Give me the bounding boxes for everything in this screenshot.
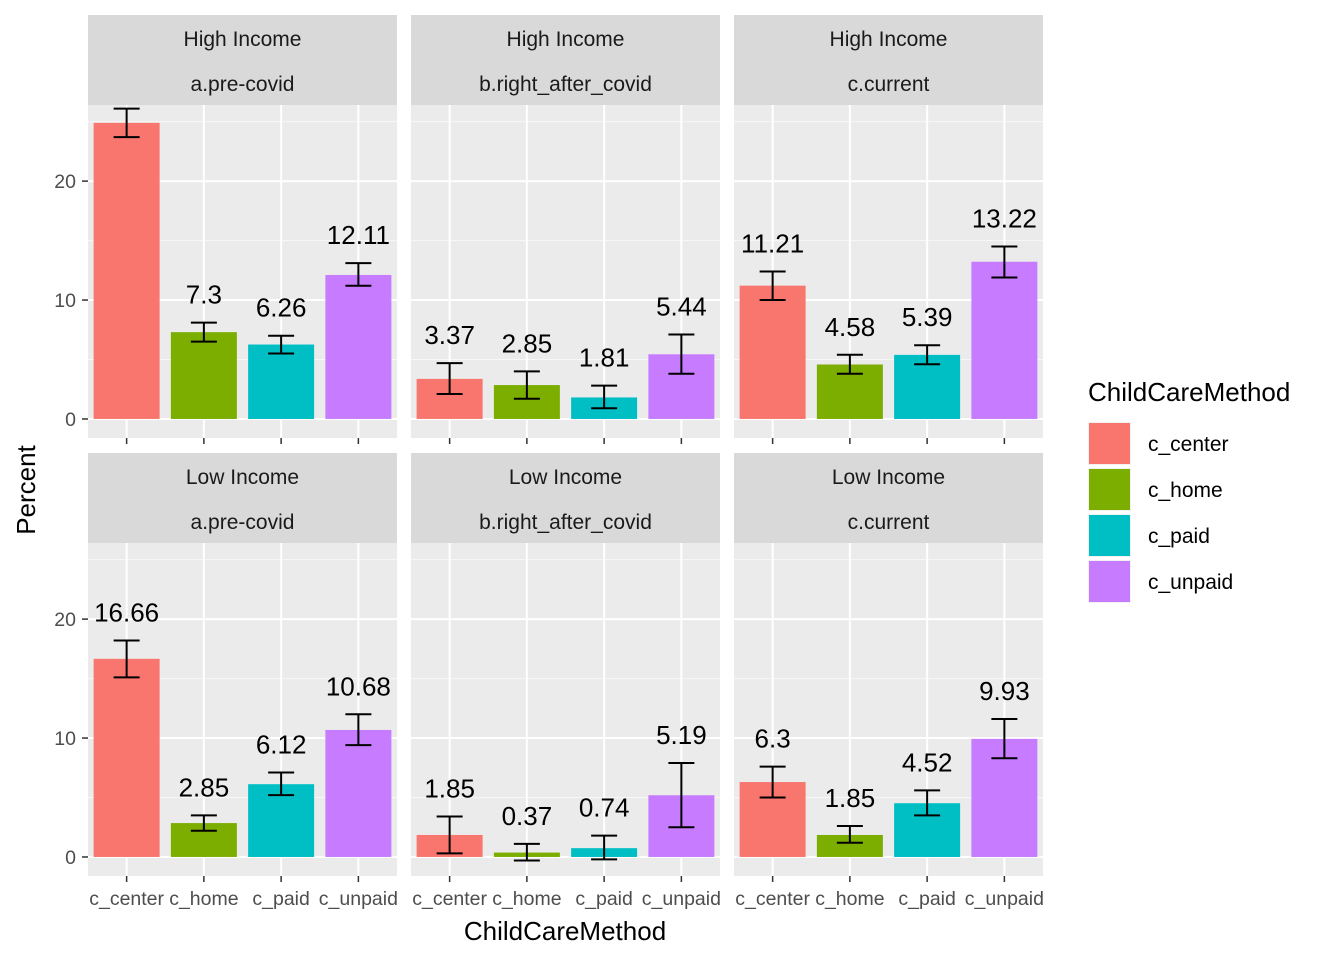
- data-label: 2.85: [179, 772, 230, 802]
- bar-c_center: [739, 285, 806, 419]
- bar-c_paid: [894, 354, 961, 419]
- strip-period: [411, 60, 720, 105]
- legend-key-c_home: [1089, 469, 1130, 510]
- y-tick-label: 0: [65, 847, 76, 869]
- facet-panel: Low Income b.right_after_covid 1.85 0.37 0.7…: [411, 453, 721, 910]
- strip-period: [734, 60, 1043, 105]
- x-tick-label: c_paid: [898, 888, 955, 910]
- bar-c_paid: [248, 784, 315, 857]
- y-tick-label: 20: [54, 171, 76, 193]
- legend: ChildCareMethod c_center c_home c_paid c_un…: [1088, 377, 1290, 603]
- data-label: 5.39: [902, 302, 953, 332]
- strip-period: [88, 60, 397, 105]
- strip-income-label: High Income: [184, 28, 302, 51]
- data-label: 4.58: [825, 312, 876, 342]
- x-tick-label: c_unpaid: [965, 888, 1044, 910]
- facet-panel: High Income c.current 11.21 4.58 5.39 13.22: [734, 15, 1043, 444]
- x-tick-label: c_center: [412, 888, 487, 910]
- y-tick-label: 10: [54, 290, 76, 312]
- strip-income: [734, 453, 1043, 498]
- strip-period: [411, 498, 720, 543]
- strip-period-label: b.right_after_covid: [479, 511, 652, 534]
- data-label: 1.85: [424, 774, 475, 804]
- data-label: 1.85: [825, 783, 876, 813]
- strip-period-label: c.current: [848, 511, 930, 534]
- data-label: 0.37: [502, 801, 553, 831]
- strip-income-label: Low Income: [832, 466, 945, 489]
- strip-income-label: High Income: [830, 28, 948, 51]
- data-label: 1.81: [579, 343, 630, 373]
- bar-c_unpaid: [325, 729, 392, 857]
- data-label: 16.66: [94, 598, 159, 628]
- bar-c_unpaid: [325, 274, 392, 419]
- y-tick-label: 0: [65, 409, 76, 431]
- bar-c_home: [816, 834, 883, 857]
- x-tick-label: c_center: [89, 888, 164, 910]
- bar-c_center: [93, 658, 160, 857]
- legend-key-c_unpaid: [1089, 561, 1130, 602]
- y-tick-label: 10: [54, 728, 76, 750]
- legend-title: ChildCareMethod: [1088, 377, 1290, 407]
- data-label: 6.3: [755, 724, 791, 754]
- strip-period: [734, 498, 1043, 543]
- legend-key-c_center: [1089, 423, 1130, 464]
- strip-period-label: c.current: [848, 73, 930, 96]
- strip-income: [411, 453, 720, 498]
- x-tick-label: c_home: [169, 888, 238, 910]
- x-tick-label: c_paid: [252, 888, 309, 910]
- strip-income: [411, 15, 720, 60]
- bar-c_paid: [248, 344, 315, 419]
- x-tick-label: c_unpaid: [642, 888, 721, 910]
- strip-period-label: a.pre-covid: [191, 511, 295, 534]
- data-label: 5.44: [656, 292, 707, 322]
- strip-income-label: Low Income: [509, 466, 622, 489]
- strip-income-label: High Income: [507, 28, 625, 51]
- data-label: 11.21: [741, 229, 804, 259]
- strip-income: [88, 453, 397, 498]
- x-tick-label: c_paid: [575, 888, 632, 910]
- x-axis-title: ChildCareMethod: [464, 916, 666, 946]
- legend-label-c_center: c_center: [1148, 433, 1229, 456]
- data-label: 5.19: [656, 720, 707, 750]
- data-label: 10.68: [326, 671, 391, 701]
- data-label: 12.11: [327, 220, 390, 250]
- x-tick-label: c_center: [735, 888, 810, 910]
- x-tick-label: c_unpaid: [319, 888, 398, 910]
- bar-c_unpaid: [971, 261, 1038, 419]
- data-label: 0.74: [579, 793, 630, 823]
- y-axis-title: Percent: [11, 444, 41, 534]
- data-label: 7.3: [186, 280, 222, 310]
- data-label: 9.93: [979, 676, 1030, 706]
- x-tick-label: c_home: [492, 888, 561, 910]
- facet-panel: Low Income a.pre-covid 16.66 2.85 6.12 10.68 0…: [54, 453, 398, 910]
- data-label: 4.52: [902, 747, 953, 777]
- facet-panel: Low Income c.current 6.3 1.85 4.52 9.93 c_cent…: [734, 453, 1044, 910]
- data-label: 6.12: [256, 730, 307, 760]
- facet-panel: High Income a.pre-covid 7.3 6.26 12.11 0 10 20: [54, 15, 397, 444]
- bar-c_home: [170, 332, 237, 419]
- bar-c_center: [93, 122, 160, 419]
- strip-period-label: a.pre-covid: [191, 73, 295, 96]
- legend-label-c_paid: c_paid: [1148, 525, 1210, 548]
- strip-period: [88, 498, 397, 543]
- legend-label-c_home: c_home: [1148, 479, 1223, 502]
- data-label: 2.85: [502, 328, 553, 358]
- facet-panel: High Income b.right_after_covid 3.37 2.85 1.…: [411, 15, 720, 444]
- strip-period-label: b.right_after_covid: [479, 73, 652, 96]
- legend-label-c_unpaid: c_unpaid: [1148, 571, 1233, 594]
- strip-income: [734, 15, 1043, 60]
- data-label: 6.26: [256, 293, 307, 323]
- legend-key-c_paid: [1089, 515, 1130, 556]
- strip-income-label: Low Income: [186, 466, 299, 489]
- x-tick-label: c_home: [815, 888, 884, 910]
- strip-income: [88, 15, 397, 60]
- y-tick-label: 20: [54, 609, 76, 631]
- data-label: 13.22: [972, 204, 1037, 234]
- data-label: 3.37: [424, 320, 475, 350]
